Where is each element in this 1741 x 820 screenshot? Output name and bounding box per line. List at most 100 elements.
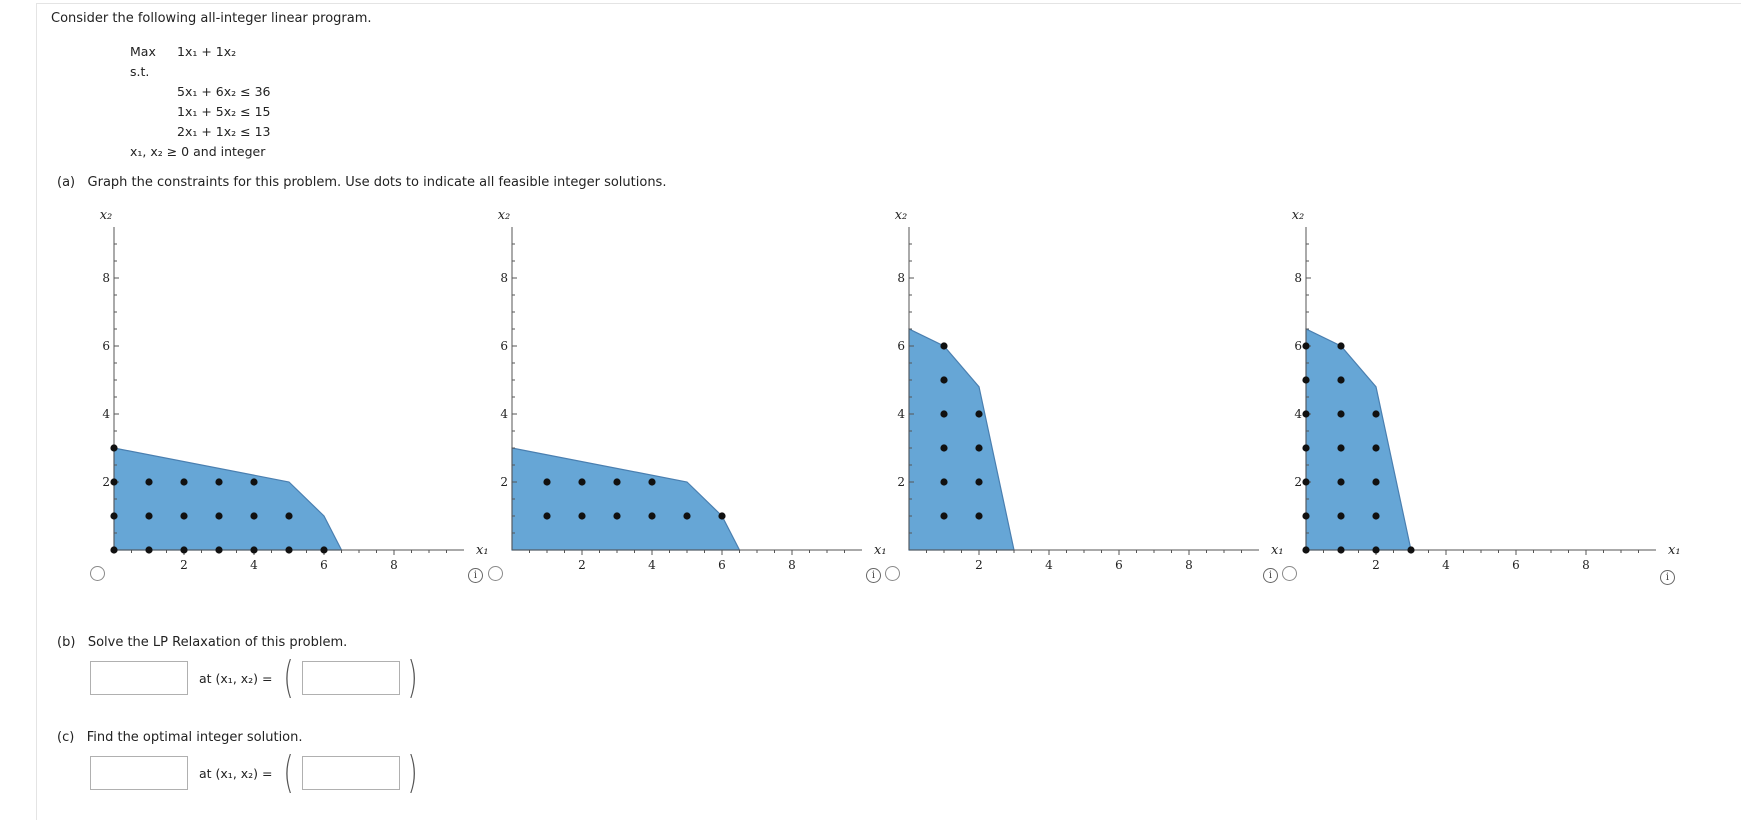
integer-point	[648, 512, 656, 520]
part-a-text: Graph the constraints for this problem. …	[87, 175, 667, 190]
max-label: Max	[130, 44, 156, 59]
x-tick-label: 8	[1185, 558, 1193, 572]
integer-point	[683, 512, 691, 520]
integer-point	[1302, 376, 1310, 384]
y-tick-label: 4	[1294, 407, 1302, 421]
lp-relaxation-point-input[interactable]	[302, 661, 400, 695]
y-tick-label: 2	[102, 475, 110, 489]
open-paren: (	[283, 747, 294, 798]
integer-point	[940, 512, 948, 520]
feasible-region	[908, 328, 1015, 551]
integer-point	[1302, 444, 1310, 452]
x-axis-label: x₁	[874, 543, 887, 558]
integer-point	[215, 512, 223, 520]
nonneg-constraint: x₁, x₂ ≥ 0 and integer	[130, 144, 266, 159]
integer-point	[1337, 444, 1345, 452]
y-tick-label: 8	[897, 271, 905, 285]
integer-point	[648, 478, 656, 486]
integer-point	[1302, 546, 1310, 554]
part-c-text: Find the optimal integer solution.	[86, 730, 303, 745]
top-border	[36, 3, 1741, 4]
feasible-region	[113, 447, 343, 551]
close-paren: )	[407, 747, 418, 798]
x-tick-label: 4	[250, 558, 258, 572]
radio-option-3[interactable]	[885, 566, 900, 581]
constraint-1: 5x₁ + 6x₂ ≤ 36	[177, 84, 271, 99]
integer-point	[180, 546, 188, 554]
x-tick-label: 8	[788, 558, 796, 572]
radio-option-1[interactable]	[90, 566, 105, 581]
integer-point	[1337, 546, 1345, 554]
integer-point	[320, 546, 328, 554]
integer-point	[975, 478, 983, 486]
y-tick-label: 8	[500, 271, 508, 285]
part-b-label: (b)	[57, 635, 76, 650]
y-tick-label: 4	[102, 407, 110, 421]
chart-svg-4: 2 4 6 8 2 4 6 8 x₁ x₂	[1292, 208, 1681, 572]
part-c-at-text: at (x₁, x₂) =	[199, 766, 273, 781]
x-tick-label: 6	[718, 558, 726, 572]
y-tick-label: 6	[897, 339, 905, 353]
part-b-at-text: at (x₁, x₂) =	[199, 671, 273, 686]
x-tick-label: 2	[975, 558, 983, 572]
objective: 1x₁ + 1x₂	[177, 44, 237, 59]
chart-svg-2: 2 4 6 8 2 4 6 8 x₁ x₂	[498, 208, 887, 572]
chart-svg-3: 2 4 6 8 2 4 6 8 x₁ x₂	[895, 208, 1284, 572]
integer-point	[250, 478, 258, 486]
y-tick-label: 4	[500, 407, 508, 421]
integer-point	[285, 546, 293, 554]
info-icon[interactable]: i	[1660, 570, 1675, 585]
integer-point	[578, 478, 586, 486]
integer-point	[1372, 444, 1380, 452]
feasible-region	[511, 447, 741, 551]
integer-point	[110, 444, 118, 452]
x-tick-label: 6	[1512, 558, 1520, 572]
part-b: (b) Solve the LP Relaxation of this prob…	[57, 635, 347, 650]
integer-point	[1337, 410, 1345, 418]
x-tick-label: 6	[1115, 558, 1123, 572]
integer-point	[543, 512, 551, 520]
x-tick-label: 2	[180, 558, 188, 572]
integer-point	[250, 546, 258, 554]
y-tick-label: 8	[102, 271, 110, 285]
integer-point	[1302, 512, 1310, 520]
info-icon[interactable]: i	[468, 568, 483, 583]
integer-point	[215, 478, 223, 486]
chart-svg-1: 2 4 6 8 2 4 6 8 x₁ x₂	[100, 208, 489, 572]
x-tick-label: 2	[1372, 558, 1380, 572]
integer-point	[1372, 478, 1380, 486]
info-icon[interactable]: i	[866, 568, 881, 583]
integer-point	[975, 410, 983, 418]
integer-point	[940, 444, 948, 452]
info-icon[interactable]: i	[1263, 568, 1278, 583]
integer-point	[940, 410, 948, 418]
x-tick-label: 4	[1045, 558, 1053, 572]
integer-point	[145, 546, 153, 554]
x-tick-label: 6	[320, 558, 328, 572]
y-tick-label: 2	[500, 475, 508, 489]
x-tick-label: 4	[648, 558, 656, 572]
y-axis-label: x₂	[1292, 208, 1305, 223]
integer-point	[285, 512, 293, 520]
lp-relaxation-value-input[interactable]	[90, 661, 188, 695]
integer-point	[940, 342, 948, 350]
radio-option-2[interactable]	[488, 566, 503, 581]
x-axis-label: x₁	[476, 543, 489, 558]
integer-point	[543, 478, 551, 486]
x-tick-label: 2	[578, 558, 586, 572]
y-tick-label: 4	[897, 407, 905, 421]
integer-point	[110, 478, 118, 486]
x-tick-label: 8	[1582, 558, 1590, 572]
integer-point	[180, 478, 188, 486]
integer-point	[1372, 512, 1380, 520]
constraint-3: 2x₁ + 1x₂ ≤ 13	[177, 124, 271, 139]
radio-option-4[interactable]	[1282, 566, 1297, 581]
x-axis-label: x₁	[1668, 543, 1681, 558]
integer-value-input[interactable]	[90, 756, 188, 790]
integer-point	[1337, 478, 1345, 486]
integer-point-input[interactable]	[302, 756, 400, 790]
part-a: (a) Graph the constraints for this probl…	[57, 175, 666, 190]
integer-point	[215, 546, 223, 554]
graph-option-3: 2 4 6 8 2 4 6 8 x₁ x₂	[877, 200, 1284, 590]
graph-option-4: 2 4 6 8 2 4 6 8 x₁ x₂	[1274, 200, 1681, 590]
